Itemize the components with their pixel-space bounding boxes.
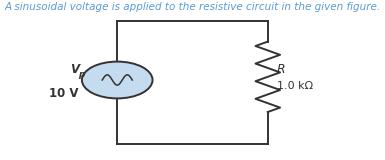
Text: p: p (79, 70, 85, 79)
Text: 10 V: 10 V (49, 87, 79, 100)
Text: 1.0 kΩ: 1.0 kΩ (277, 81, 313, 91)
Text: A sinusoidal voltage is applied to the resistive circuit in the given figure.: A sinusoidal voltage is applied to the r… (5, 2, 380, 12)
Circle shape (82, 62, 152, 98)
Text: R: R (277, 63, 286, 76)
Text: V: V (70, 63, 79, 76)
